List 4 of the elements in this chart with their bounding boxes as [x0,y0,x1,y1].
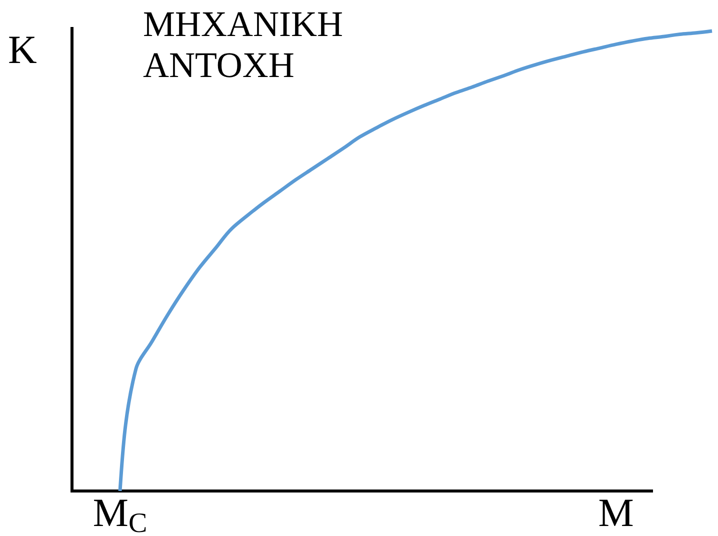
chart-title: ΜΗΧΑΝΙΚΗ ΑΝΤΟΧΗ [143,4,343,85]
x-tick-label: M [598,490,634,535]
y-axis-title: K [8,27,37,72]
x-tick-label: M$_{C}$ [92,490,148,536]
